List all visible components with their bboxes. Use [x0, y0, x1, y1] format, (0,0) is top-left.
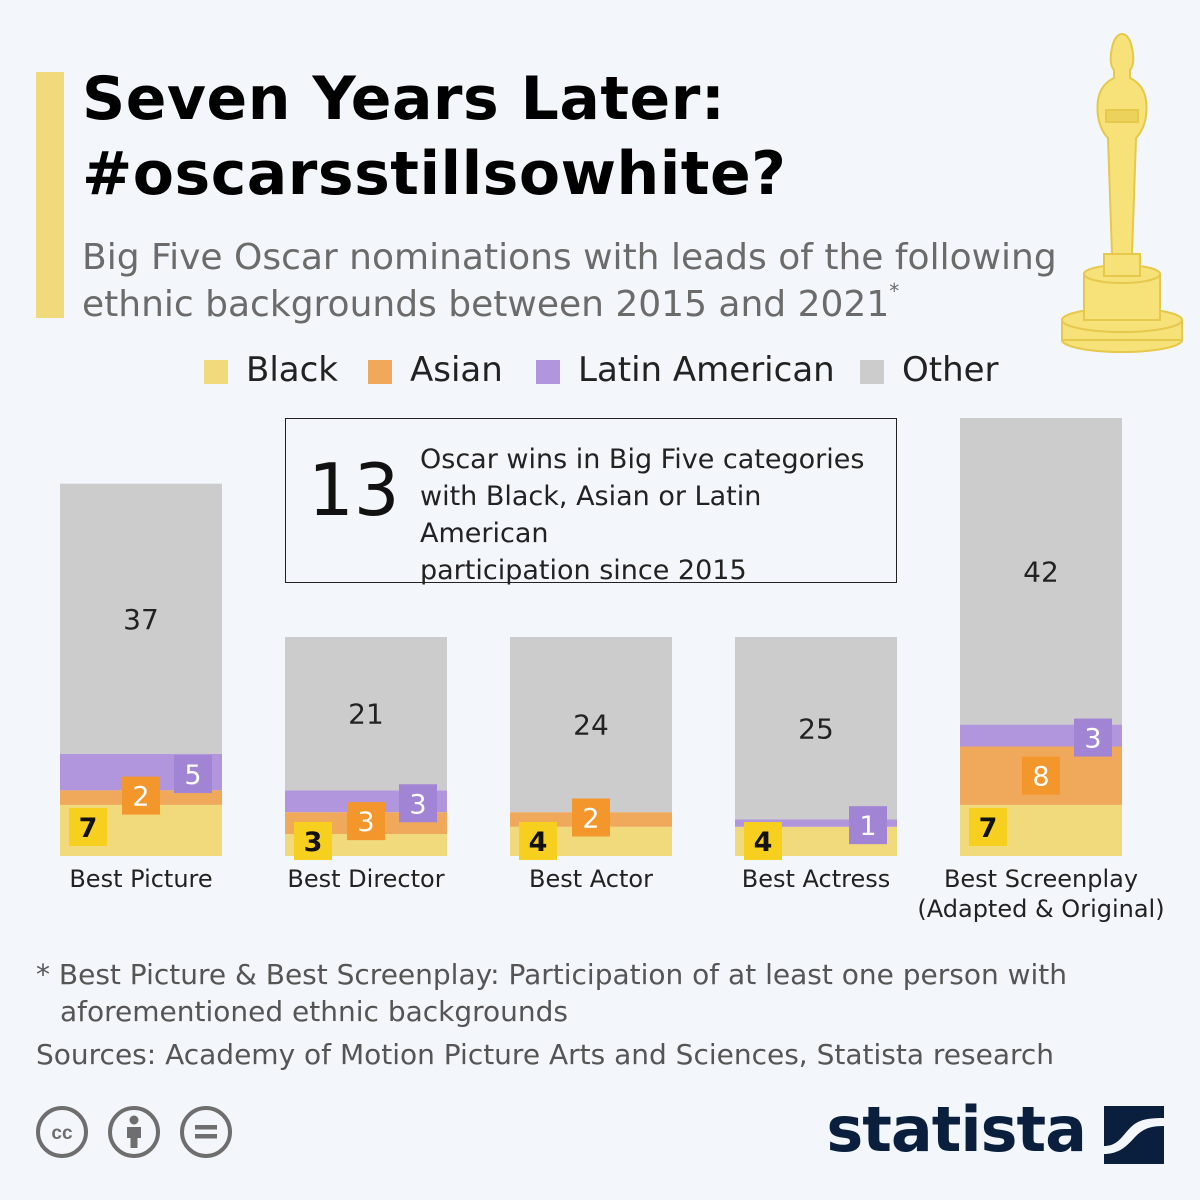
- callout-text: Oscar wins in Big Five categories with B…: [420, 441, 890, 589]
- subtitle-footnote-marker: *: [889, 279, 900, 303]
- title-accent-bar: [36, 72, 64, 318]
- data-label-latin-american: 5: [184, 760, 201, 791]
- bar-segment-latin-american: [735, 819, 897, 827]
- data-label-box-latin-american: [1074, 718, 1112, 757]
- data-label-asian: 2: [132, 782, 149, 813]
- data-label-latin-american: 1: [859, 811, 876, 842]
- legend-swatch-latin-american: [536, 360, 560, 384]
- legend-swatch-other: [860, 360, 884, 384]
- oscar-statuette-icon: [1061, 32, 1183, 353]
- category-label: Best Actor: [529, 865, 653, 893]
- data-label-black: 3: [304, 827, 323, 858]
- data-label-other: 25: [798, 712, 834, 745]
- chart-subtitle: Big Five Oscar nominations with leads of…: [82, 234, 1082, 328]
- legend-swatch-black: [204, 360, 228, 384]
- data-label-box-black: [969, 808, 1007, 846]
- data-label-box-asian: [1022, 756, 1060, 795]
- legend-label-asian: Asian: [410, 350, 503, 390]
- footnote-line-1: * Best Picture & Best Screenplay: Partic…: [36, 958, 1068, 991]
- bar-segment-other: [510, 637, 672, 813]
- data-label-asian: 3: [357, 807, 374, 838]
- callout-line-1: Oscar wins in Big Five categories: [420, 444, 865, 475]
- data-label-box-asian: [122, 776, 160, 815]
- subtitle-line-1: Big Five Oscar nominations with leads of…: [82, 237, 1057, 278]
- data-label-box-black: [294, 822, 332, 860]
- data-label-latin-american: 3: [409, 789, 426, 820]
- data-label-box-asian: [347, 802, 385, 841]
- data-label-box-latin-american: [849, 806, 887, 845]
- sources-note: Sources: Academy of Motion Picture Arts …: [36, 1038, 1055, 1071]
- bar-segment-other: [960, 418, 1122, 725]
- category-label: (Adapted & Original): [917, 895, 1164, 923]
- title-line-2: #oscarsstillsowhite?: [82, 139, 787, 209]
- data-label-box-latin-american: [399, 784, 437, 823]
- bar-segment-other: [60, 483, 222, 754]
- brand-wordmark: statista: [826, 1093, 1087, 1166]
- data-label-latin-american: 3: [1084, 724, 1101, 755]
- callout-line-3: participation since 2015: [420, 555, 747, 586]
- legend-swatch-asian: [368, 360, 392, 384]
- data-label-other: 21: [348, 698, 384, 731]
- data-label-black: 4: [754, 827, 773, 858]
- data-label-black: 7: [979, 813, 998, 844]
- footnote-line-2: aforementioned ethnic backgrounds: [60, 995, 569, 1028]
- data-label-other: 37: [123, 603, 159, 636]
- data-label-box-black: [519, 822, 557, 860]
- data-label-box-black: [744, 822, 782, 860]
- data-label-box-latin-american: [174, 755, 212, 794]
- wins-callout-box: 13 Oscar wins in Big Five categories wit…: [285, 418, 897, 586]
- category-label: Best Screenplay: [944, 865, 1138, 893]
- legend-label-other: Other: [902, 350, 999, 390]
- data-label-box-black: [69, 808, 107, 846]
- legend: Black Asian Latin American Other: [0, 348, 1200, 392]
- legend-label-black: Black: [246, 350, 338, 390]
- subtitle-line-2: ethnic backgrounds between 2015 and 2021: [82, 284, 890, 325]
- statista-mark-icon: [1104, 1106, 1164, 1164]
- data-label-other: 24: [573, 709, 609, 742]
- callout-number: 13: [308, 448, 400, 532]
- legend-label-latin-american: Latin American: [578, 350, 835, 390]
- data-label-black: 4: [529, 827, 548, 858]
- category-label: Best Actress: [742, 865, 891, 893]
- footnote: * Best Picture & Best Screenplay: Partic…: [36, 956, 1116, 1030]
- callout-line-2: with Black, Asian or Latin American: [420, 481, 762, 549]
- bar-segment-other: [285, 637, 447, 791]
- bar-segment-other: [735, 637, 897, 820]
- svg-text:cc: cc: [51, 1123, 73, 1144]
- category-label: Best Director: [287, 865, 444, 893]
- data-label-asian: 8: [1032, 762, 1049, 793]
- chart-title: Seven Years Later: #oscarsstillsowhite?: [82, 62, 786, 212]
- data-label-other: 42: [1023, 555, 1059, 588]
- data-label-box-asian: [572, 798, 610, 837]
- category-label: Best Picture: [69, 865, 212, 893]
- data-label-asian: 2: [582, 804, 599, 835]
- creative-commons-icon[interactable]: cc: [36, 1106, 88, 1158]
- no-derivatives-icon[interactable]: [180, 1106, 232, 1158]
- title-line-1: Seven Years Later:: [82, 64, 726, 134]
- data-label-black: 7: [79, 813, 98, 844]
- attribution-icon[interactable]: [108, 1106, 160, 1158]
